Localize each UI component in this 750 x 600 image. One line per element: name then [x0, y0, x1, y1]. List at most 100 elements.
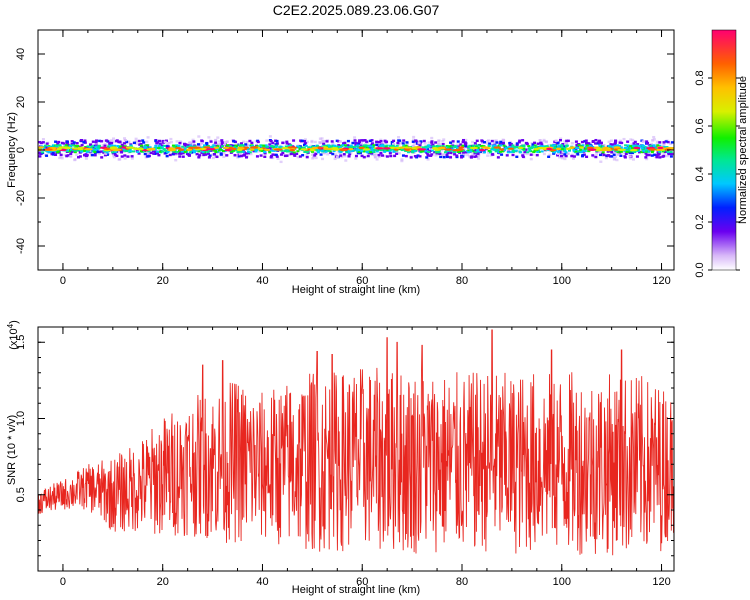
spectrogram-envelope-cell: [449, 151, 453, 155]
spectrogram-core-cell: [325, 144, 329, 147]
spectrogram-x-tick-label: 20: [157, 275, 169, 287]
spectrogram-haze-cell: [456, 143, 460, 146]
spectrogram-envelope-cell: [285, 154, 289, 157]
colorbar-tick-label: 0.4: [694, 166, 706, 181]
spectrogram-core-cell: [599, 146, 603, 149]
spectrogram-core-cell: [298, 147, 302, 150]
spectrogram-core-cell: [208, 146, 212, 149]
spectrogram-core-cell: [123, 149, 127, 152]
spectrogram-envelope-cell: [212, 153, 216, 156]
spectrogram-envelope-cell: [165, 145, 169, 148]
spectrogram-peak-cell: [230, 147, 237, 151]
spectrogram-envelope-cell: [120, 151, 124, 154]
spectrogram-envelope-cell: [165, 154, 169, 158]
spectrogram-haze-cell: [451, 142, 455, 146]
spectrogram-core-cell: [623, 149, 627, 152]
spectrogram-peak-cell: [358, 146, 365, 150]
spectrogram-envelope-cell: [628, 151, 632, 154]
spectrogram-envelope-cell: [120, 155, 124, 158]
spectrogram-envelope-cell: [239, 154, 243, 158]
spectrogram-core-cell: [518, 151, 522, 154]
spectrogram-envelope-cell: [269, 146, 273, 149]
spectrogram-envelope-cell: [505, 154, 509, 157]
spectrogram-haze-cell: [379, 138, 383, 142]
spectrogram-haze-cell: [430, 136, 434, 140]
spectrogram-envelope-cell: [658, 156, 662, 159]
spectrogram-peak-cell: [402, 146, 412, 149]
spectrogram-peak-cell: [213, 146, 220, 149]
spectrogram-haze-cell: [271, 156, 275, 160]
spectrogram-envelope-cell: [104, 139, 108, 142]
snr-panel: 0 20 40 60 80 100 120 0.5 1.0 1.5 Height of strai…: [6, 320, 675, 596]
spectrogram-envelope-cell: [612, 153, 616, 156]
spectrogram-core-cell: [357, 148, 361, 151]
spectrogram-envelope-cell: [214, 141, 218, 144]
spectrogram-core-cell: [126, 149, 130, 152]
spectrogram-core-cell: [535, 149, 539, 152]
spectrogram-envelope-cell: [187, 154, 191, 157]
spectrogram-core-cell: [508, 145, 512, 148]
spectrogram-core-cell: [116, 145, 120, 148]
spectrogram-envelope-cell: [645, 140, 649, 143]
spectrogram-envelope-cell: [411, 140, 415, 143]
spectrogram-core-cell: [364, 144, 368, 147]
spectrogram-envelope-cell: [196, 143, 200, 146]
spectrogram-core-cell: [413, 150, 417, 153]
spectrogram-core-cell: [357, 151, 361, 154]
spectrogram-peak-cell: [323, 147, 330, 150]
spectrogram-core-cell: [404, 144, 408, 147]
spectrogram-peak-cell: [603, 146, 609, 149]
spectrogram-peak-cell: [595, 147, 603, 150]
spectrogram-haze-cell: [214, 139, 218, 142]
spectrogram-core-cell: [626, 144, 630, 147]
spectrogram-envelope-cell: [313, 154, 317, 157]
spectrogram-envelope-cell: [383, 139, 387, 143]
spectrogram-core-cell: [236, 151, 240, 154]
spectrogram-core-cell: [551, 145, 555, 148]
spectrogram-envelope-cell: [351, 141, 355, 145]
spectrogram-envelope-cell: [125, 140, 129, 144]
snr-axes: 0 20 40 60 80 100 120 0.5 1.0 1.5: [15, 327, 674, 588]
spectrogram-core-cell: [552, 147, 556, 150]
spectrogram-core-cell: [193, 149, 197, 152]
spectrogram-haze-cell: [364, 142, 368, 146]
spectrogram-core-cell: [467, 149, 471, 152]
spectrogram-core-cell: [329, 145, 333, 148]
spectrogram-core-cell: [490, 148, 494, 151]
spectrogram-envelope-cell: [123, 142, 127, 145]
spectrogram-envelope-cell: [146, 155, 150, 158]
spectrogram-peak-cell: [147, 147, 156, 151]
spectrogram-core-cell: [265, 145, 269, 148]
spectrogram-core-cell: [487, 149, 491, 152]
spectrogram-haze-cell: [170, 140, 174, 144]
spectrogram-core-cell: [263, 151, 267, 154]
spectrogram-envelope-cell: [250, 141, 254, 145]
spectrogram-envelope-cell: [641, 150, 645, 154]
spectrogram-haze-cell: [471, 140, 475, 144]
spectrogram-envelope-cell: [565, 139, 569, 143]
spectrogram-core-cell: [162, 144, 166, 147]
spectrogram-envelope-cell: [206, 147, 210, 150]
spectrogram-envelope-cell: [105, 153, 109, 156]
spectrogram-haze-cell: [84, 157, 88, 160]
spectrogram-core-cell: [145, 144, 149, 147]
spectrogram-core-cell: [201, 150, 205, 153]
spectrogram-core-cell: [400, 148, 404, 151]
spectrogram-envelope-cell: [379, 151, 383, 155]
spectrogram-envelope-cell: [456, 145, 460, 148]
spectrogram-envelope-cell: [647, 153, 651, 157]
spectrogram-peak-cell: [458, 146, 465, 149]
spectrogram-core-cell: [241, 150, 245, 153]
spectrogram-core-cell: [290, 150, 294, 153]
spectrogram-envelope-cell: [524, 141, 528, 145]
spectrogram-envelope-cell: [354, 154, 358, 158]
spectrogram-envelope-cell: [389, 154, 393, 158]
spectrogram-envelope-cell: [153, 150, 157, 153]
spectrogram-envelope-cell: [110, 141, 114, 145]
spectrogram-envelope-cell: [142, 141, 146, 144]
spectrogram-core-cell: [584, 147, 588, 150]
spectrogram-core-cell: [166, 150, 170, 153]
spectrogram-peak-cell: [83, 147, 93, 151]
spectrogram-envelope-cell: [613, 141, 617, 145]
spectrogram-core-cell: [457, 151, 461, 154]
